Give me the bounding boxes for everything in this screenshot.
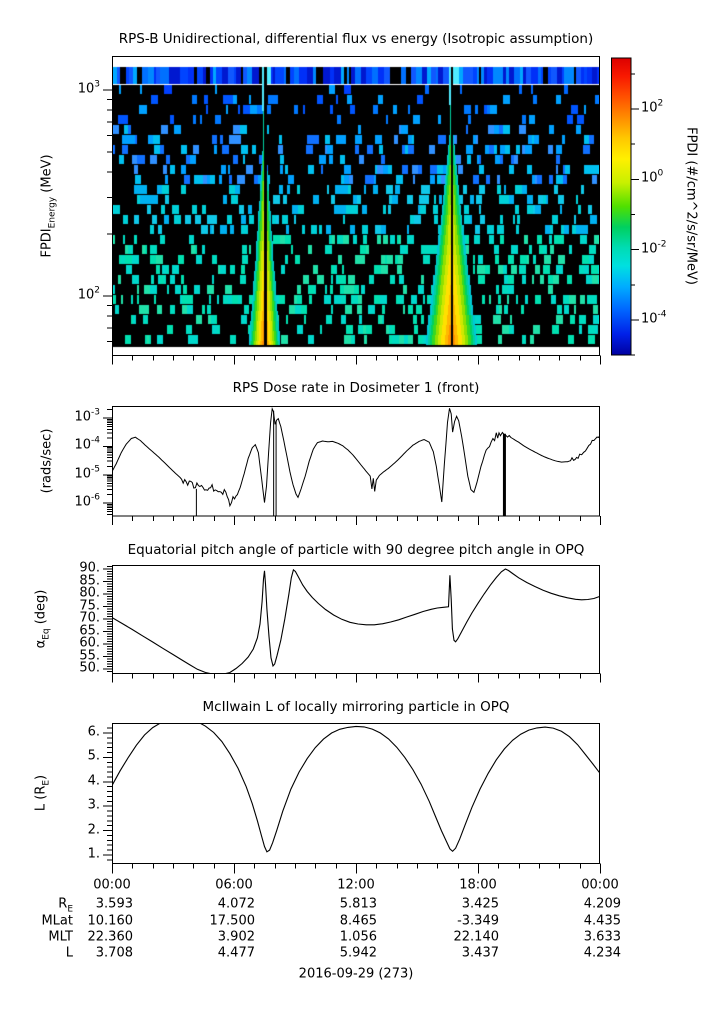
ephemeris-value: 22.360 [87, 929, 134, 945]
dose-title: RPS Dose rate in Dosimeter 1 (front) [232, 380, 480, 397]
colorbar-tick-label: 10-4 [641, 309, 667, 327]
pitch-tick-label: 90. [79, 560, 100, 576]
date-label: 2016-09-29 (273) [298, 966, 414, 982]
ephemeris-value: 3.902 [217, 929, 255, 945]
ephemeris-value: 3.425 [461, 896, 499, 912]
energy-tick-label: 102 [77, 285, 100, 303]
l-tick-label: 6. [87, 724, 100, 740]
time-tick-label: 12:00 [337, 877, 375, 893]
pitch-tick-label: 75. [79, 598, 100, 614]
l-tick-label: 1. [87, 846, 100, 862]
l-tick-label: 4. [87, 773, 100, 789]
dose-tick-label: 10-4 [74, 435, 100, 453]
energy-axis-label: FPDIEnergy (MeV) [39, 154, 58, 258]
mcilwain-l-title: McIlwain L of locally mirroring particle… [202, 699, 510, 716]
ephemeris-value: 3.633 [583, 929, 621, 945]
colorbar-tick-label: 102 [641, 98, 664, 116]
ephemeris-row-label: MLat [41, 913, 73, 929]
pitch-tick-label: 55. [79, 648, 100, 664]
colorbar-tick-label: 10-2 [641, 239, 667, 257]
dose-tick-label: 10-6 [74, 492, 100, 510]
pitch-tick-label: 85. [79, 573, 100, 589]
ephemeris-value: 5.942 [339, 945, 377, 961]
dose-tick-label: 10-5 [74, 464, 100, 482]
time-tick-label: 00:00 [581, 877, 619, 893]
ephemeris-row-label: MLT [48, 929, 73, 945]
l-tick-label: 5. [87, 748, 100, 764]
ephemeris-row-label: L [65, 945, 73, 961]
pitch-tick-label: 50. [79, 660, 100, 676]
pitch-tick-label: 80. [79, 585, 100, 601]
ephemeris-value: 4.234 [583, 945, 621, 961]
ephemeris-value: -3.349 [457, 913, 499, 929]
l-tick-label: 3. [87, 797, 100, 813]
ephemeris-value: 4.209 [583, 896, 621, 912]
ephemeris-value: 4.072 [217, 896, 255, 912]
time-tick-label: 06:00 [215, 877, 253, 893]
pitch-tick-label: 70. [79, 610, 100, 626]
l-axis-label: L (RE) [33, 774, 52, 812]
time-tick-label: 00:00 [93, 877, 131, 893]
ephemeris-value: 5.813 [339, 896, 377, 912]
dose-axis-label: (rads/sec) [39, 428, 55, 494]
l-tick-label: 2. [87, 822, 100, 838]
time-tick-label: 18:00 [459, 877, 497, 893]
ephemeris-value: 22.140 [453, 929, 500, 945]
pitch-angle-title: Equatorial pitch angle of particle with … [127, 542, 585, 559]
ephemeris-value: 4.477 [217, 945, 255, 961]
ephemeris-value: 3.593 [95, 896, 133, 912]
pitch-tick-label: 65. [79, 623, 100, 639]
ephemeris-value: 4.435 [583, 913, 621, 929]
energy-tick-label: 103 [77, 79, 100, 97]
colorbar-tick-label: 100 [641, 168, 664, 186]
ephemeris-value: 1.056 [339, 929, 377, 945]
dose-tick-label: 10-3 [74, 407, 100, 425]
pitch-axis-label: αEq (deg) [33, 589, 52, 649]
ephemeris-value: 8.465 [339, 913, 377, 929]
ephemeris-value: 17.500 [209, 913, 256, 929]
ephemeris-value: 3.708 [95, 945, 133, 961]
spectrogram-image [113, 57, 599, 354]
ephemeris-value: 10.160 [87, 913, 134, 929]
pitch-tick-label: 60. [79, 635, 100, 651]
ephemeris-value: 3.437 [461, 945, 499, 961]
spectrogram-title: RPS-B Unidirectional, differential flux … [118, 31, 594, 48]
ephemeris-row-label: RE [58, 896, 73, 915]
